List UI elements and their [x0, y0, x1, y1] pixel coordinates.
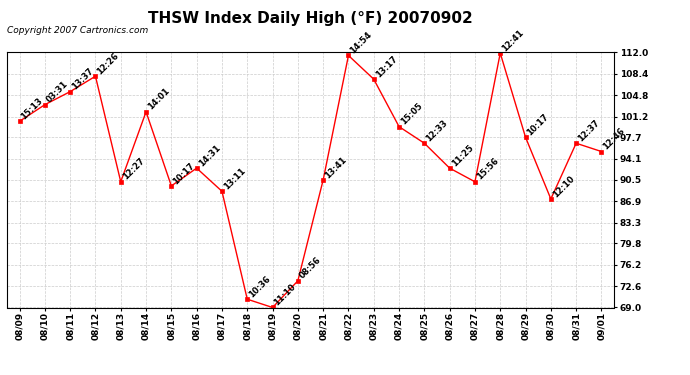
Text: 13:17: 13:17	[374, 54, 399, 79]
Text: 10:17: 10:17	[526, 112, 551, 137]
Text: THSW Index Daily High (°F) 20070902: THSW Index Daily High (°F) 20070902	[148, 11, 473, 26]
Text: 13:37: 13:37	[70, 66, 95, 92]
Text: 15:56: 15:56	[475, 156, 500, 182]
Text: 12:41: 12:41	[500, 28, 526, 53]
Text: 14:01: 14:01	[146, 87, 171, 112]
Text: 12:33: 12:33	[424, 118, 450, 143]
Text: 11:10: 11:10	[273, 282, 298, 308]
Text: 15:05: 15:05	[399, 101, 424, 127]
Text: 10:17: 10:17	[171, 161, 197, 186]
Text: 12:27: 12:27	[121, 156, 146, 182]
Text: 14:54: 14:54	[348, 30, 374, 56]
Text: 12:37: 12:37	[576, 118, 602, 143]
Text: Copyright 2007 Cartronics.com: Copyright 2007 Cartronics.com	[7, 26, 148, 35]
Text: 10:36: 10:36	[247, 274, 273, 299]
Text: 13:11: 13:11	[222, 166, 247, 191]
Text: 08:56: 08:56	[298, 256, 323, 281]
Text: 13:41: 13:41	[323, 155, 348, 180]
Text: 12:26: 12:26	[95, 51, 121, 76]
Text: 14:31: 14:31	[197, 143, 222, 168]
Text: 11:25: 11:25	[450, 143, 475, 168]
Text: 12:10: 12:10	[551, 174, 576, 199]
Text: 15:13: 15:13	[19, 96, 45, 121]
Text: 03:31: 03:31	[45, 80, 70, 105]
Text: 12:46: 12:46	[602, 126, 627, 152]
